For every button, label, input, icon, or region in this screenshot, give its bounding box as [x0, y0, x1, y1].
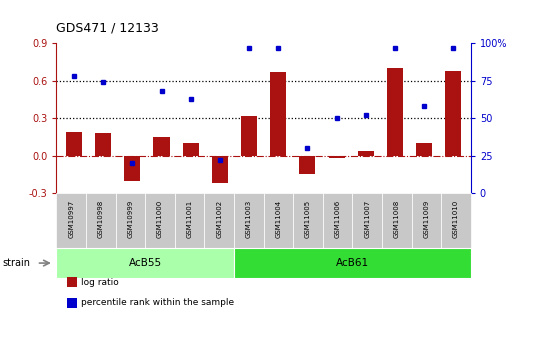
Text: GSM10999: GSM10999: [128, 200, 133, 238]
Bar: [183, 143, 199, 156]
Text: GSM11002: GSM11002: [216, 200, 222, 238]
Text: GDS471 / 12133: GDS471 / 12133: [56, 21, 159, 34]
Bar: [241, 116, 257, 156]
Text: percentile rank within the sample: percentile rank within the sample: [81, 298, 234, 307]
Text: log ratio: log ratio: [81, 278, 118, 287]
Text: GSM11007: GSM11007: [364, 200, 370, 238]
Bar: [95, 133, 111, 156]
Text: GSM11009: GSM11009: [423, 200, 429, 238]
Bar: [270, 72, 286, 156]
Bar: [299, 156, 315, 175]
Text: GSM11001: GSM11001: [187, 200, 193, 238]
Text: GSM10997: GSM10997: [68, 200, 74, 238]
Bar: [153, 137, 169, 156]
Bar: [66, 132, 82, 156]
Bar: [387, 68, 403, 156]
Text: GSM11004: GSM11004: [275, 200, 281, 238]
Text: strain: strain: [3, 258, 31, 268]
Bar: [124, 156, 140, 181]
Text: GSM11008: GSM11008: [394, 200, 400, 238]
Text: AcB61: AcB61: [336, 258, 369, 268]
Text: GSM11005: GSM11005: [305, 200, 311, 238]
Bar: [212, 156, 228, 183]
Text: GSM11000: GSM11000: [157, 200, 163, 238]
Bar: [445, 71, 461, 156]
Bar: [358, 151, 374, 156]
Text: GSM11006: GSM11006: [335, 200, 341, 238]
Bar: [416, 143, 432, 156]
Bar: [329, 156, 344, 158]
Text: AcB55: AcB55: [129, 258, 162, 268]
Text: GSM11010: GSM11010: [453, 200, 459, 238]
Text: GSM10998: GSM10998: [98, 200, 104, 238]
Text: GSM11003: GSM11003: [246, 200, 252, 238]
